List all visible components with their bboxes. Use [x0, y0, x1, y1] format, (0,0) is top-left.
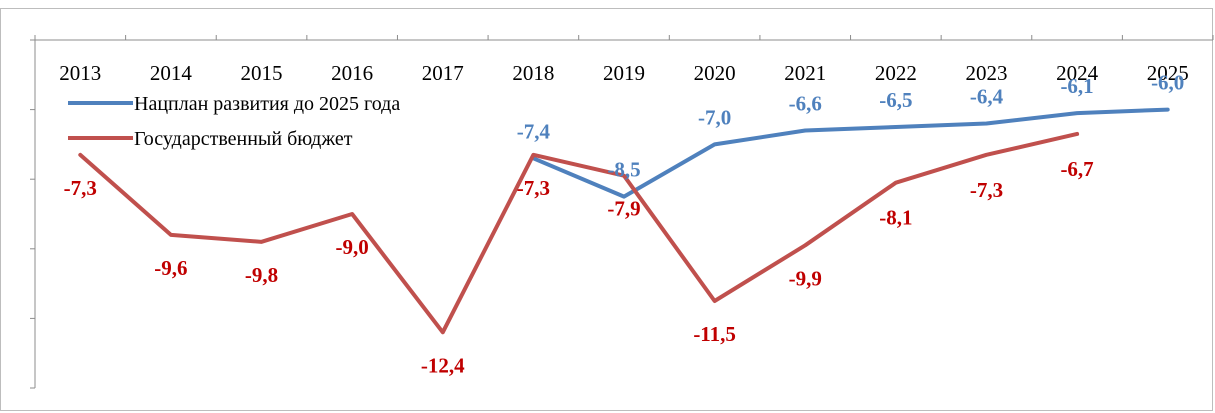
x-tick-label: 2023	[965, 61, 1007, 85]
plan-data-label: -6,5	[879, 88, 912, 112]
legend: Нацплан развития до 2025 года Государств…	[68, 93, 400, 150]
x-tick-label: 2024	[1056, 61, 1099, 85]
budget-data-label: -12,4	[421, 353, 465, 377]
plan-data-label: -7,0	[698, 105, 731, 129]
x-tick-label: 2014	[150, 61, 193, 85]
budget-data-label: -9,9	[789, 266, 822, 290]
x-tick-label: 2016	[331, 61, 373, 85]
x-tick-label: 2020	[694, 61, 736, 85]
plan-data-label: -6,1	[1060, 74, 1093, 98]
budget-data-label: -7,9	[607, 197, 640, 221]
x-tick-label: 2015	[241, 61, 283, 85]
chart-frame	[0, 8, 1213, 411]
plan-data-label: -6,6	[789, 91, 822, 115]
x-tick-label: 2025	[1147, 61, 1189, 85]
budget-data-label: -9,8	[245, 263, 278, 287]
plan-data-label: -8,5	[607, 158, 640, 182]
series-line-budget	[78, 131, 1080, 335]
axis-layer: 2013 2014 2015 2016 2017 2018 2019 2020 2021 2022…	[30, 35, 1214, 389]
plan-data-label: -6,0	[1151, 71, 1184, 95]
budget-data-label: -6,7	[1060, 157, 1093, 181]
budget-data-label: -11,5	[693, 322, 736, 346]
budget-data-label: -7,3	[517, 176, 550, 200]
x-tick-label: 2022	[875, 61, 917, 85]
legend-label-plan: Нацплан развития до 2025 года	[134, 93, 400, 115]
label-layer: -7,4 -8,5 -7,0 -6,6 -6,5 -6,4 -6,1 -6,0 -7,3 -9,6…	[64, 71, 1185, 378]
x-tick-label: 2021	[784, 61, 826, 85]
series-layer	[78, 107, 1170, 335]
plan-data-label: -7,4	[517, 119, 551, 143]
series-line-plan	[531, 107, 1170, 199]
x-tick-label: 2019	[603, 61, 645, 85]
budget-data-label: -8,1	[879, 206, 912, 230]
budget-data-label: -7,3	[970, 178, 1003, 202]
plan-data-label: -6,4	[970, 85, 1004, 109]
budget-data-label: -7,3	[64, 176, 97, 200]
budget-data-label: -9,6	[154, 256, 187, 280]
budget-data-label: -9,0	[336, 235, 369, 259]
legend-label-budget: Государственный бюджет	[134, 128, 353, 150]
x-tick-label: 2013	[59, 61, 101, 85]
x-tick-label: 2018	[512, 61, 554, 85]
x-tick-label: 2017	[422, 61, 464, 85]
